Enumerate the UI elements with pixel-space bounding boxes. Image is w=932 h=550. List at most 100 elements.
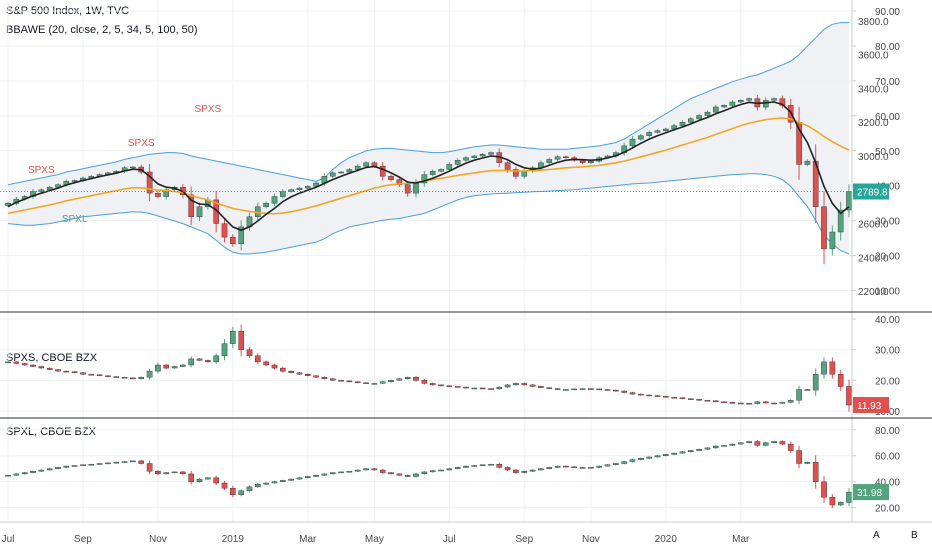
candle [488, 388, 494, 390]
candle [521, 383, 528, 386]
candle [837, 374, 844, 387]
candle [371, 162, 378, 167]
candle [571, 388, 577, 391]
candle [163, 364, 170, 369]
candle [38, 366, 45, 369]
candle [254, 355, 261, 363]
candle [479, 464, 486, 466]
candle [746, 98, 752, 101]
candle [504, 162, 511, 170]
candle [71, 371, 78, 373]
candle [554, 465, 561, 468]
candle [771, 98, 777, 101]
candle [613, 389, 619, 392]
candle [63, 370, 70, 373]
candle [713, 400, 719, 402]
candle [654, 130, 661, 133]
candle [13, 361, 20, 364]
candle [663, 454, 669, 456]
price-axis-label: 80.00 [875, 42, 900, 53]
candle [296, 187, 303, 191]
candle [787, 443, 794, 451]
price-axis-label: 70.00 [875, 77, 900, 88]
candle [796, 450, 802, 464]
price-axis-label: 60.00 [875, 112, 900, 123]
candle [738, 100, 744, 103]
candle [563, 389, 569, 391]
candle [246, 349, 253, 357]
indicator-legend[interactable]: BBAWE (20, close, 2, 5, 34, 5, 100, 50) [6, 24, 198, 36]
candle [421, 174, 428, 184]
spxs-legend[interactable]: SPXS, CBOE BZX [6, 352, 98, 364]
candle [130, 166, 136, 169]
candle [488, 152, 494, 155]
candle [729, 101, 736, 106]
index-axis-label: 2400.0 [858, 253, 889, 264]
candle [729, 443, 736, 446]
candle [521, 170, 528, 177]
candle [837, 209, 844, 233]
candle [221, 482, 228, 489]
candle [121, 461, 128, 463]
candle [246, 486, 253, 491]
candle [346, 169, 353, 173]
candle [229, 236, 236, 245]
candle [313, 375, 319, 378]
signal-annotation: SPXL [62, 214, 88, 225]
candle [804, 389, 811, 391]
candle [288, 370, 294, 373]
index-axis-label: 3200.0 [858, 118, 889, 129]
index-axis-label: 3000.0 [858, 152, 889, 163]
candle [379, 381, 386, 384]
candle [379, 469, 386, 473]
candle [779, 441, 786, 445]
candle [71, 180, 78, 182]
candle [629, 392, 636, 395]
candle [338, 380, 344, 382]
time-axis-label: Jul [2, 534, 15, 545]
price-axis-label: 80.00 [875, 426, 900, 437]
candle [263, 361, 269, 366]
candle [438, 469, 444, 472]
candle [596, 388, 602, 391]
candle [55, 184, 61, 188]
price-axis-label: 10.00 [875, 287, 900, 298]
candle [338, 171, 344, 174]
time-axis-label: Mar [299, 534, 317, 545]
candle [371, 468, 378, 471]
index-axis-label: 2600.0 [858, 220, 889, 231]
candle [529, 384, 536, 387]
candle [238, 490, 245, 495]
candle [763, 442, 769, 446]
candle [363, 382, 369, 384]
candle [721, 105, 727, 108]
candle [638, 393, 644, 396]
candle [787, 400, 794, 403]
candle [837, 502, 844, 506]
price-axis-label: 50.00 [875, 147, 900, 158]
auto-scale-button[interactable]: A [873, 530, 880, 541]
log-scale-button[interactable]: B [911, 530, 918, 541]
candle [688, 450, 694, 452]
candle [404, 377, 411, 379]
candle [188, 473, 195, 482]
price-axis-label: 40.00 [875, 478, 900, 489]
candle [454, 386, 461, 388]
candle [513, 383, 519, 386]
candle [721, 401, 727, 403]
candle [812, 462, 819, 482]
candle [754, 441, 761, 446]
candle [196, 478, 203, 482]
candle [438, 169, 444, 172]
candle [654, 455, 661, 458]
candle [621, 461, 627, 464]
spxl-legend[interactable]: SPXL, CBOE BZX [6, 426, 96, 438]
last-value-tag [853, 183, 889, 200]
candle [779, 402, 786, 404]
candle [654, 395, 661, 397]
candle [46, 468, 53, 471]
candle [146, 171, 153, 194]
time-axis-label: Jul [443, 534, 456, 545]
